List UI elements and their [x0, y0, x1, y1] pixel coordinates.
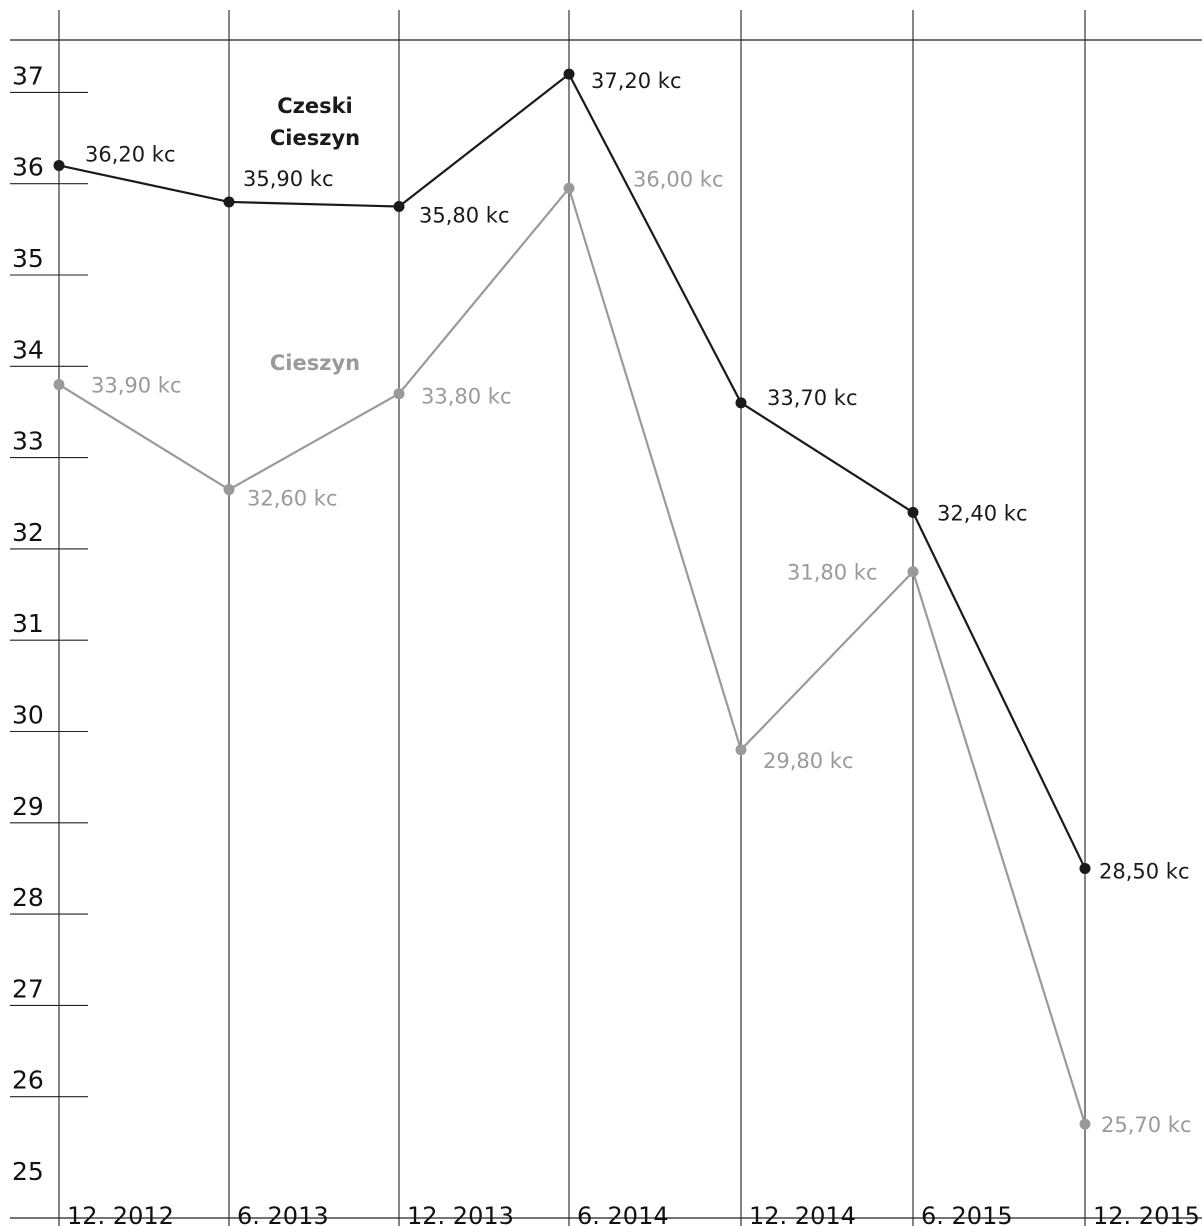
- x-tick-label-6: 12. 2015: [1093, 1202, 1200, 1226]
- labels-layer: 33,90 kc 32,60 kc 33,80 kc 36,00 kc 29,80 kc…: [85, 69, 1192, 1137]
- y-tick-label-35: 35: [12, 244, 44, 273]
- data-point-s0-4: [735, 397, 747, 409]
- series-name-label-0: Czeski Cieszyn: [270, 94, 360, 150]
- y-tick-label-30: 30: [12, 701, 44, 730]
- data-point-s1-1: [223, 484, 235, 496]
- y-tick-label-29: 29: [12, 792, 44, 821]
- y-tick-label-26: 26: [12, 1066, 44, 1095]
- x-tick-label-1: 6. 2013: [237, 1202, 329, 1226]
- x-tick-label-3: 6. 2014: [577, 1202, 669, 1226]
- data-point-s1-4: [735, 744, 747, 756]
- data-label-s1-3: 36,00 kc: [633, 167, 724, 191]
- y-tick-label-32: 32: [12, 518, 44, 547]
- x-tick-label-2: 12. 2013: [407, 1202, 514, 1226]
- data-point-s0-2: [393, 201, 405, 213]
- y-tick-label-28: 28: [12, 883, 44, 912]
- y-tick-label-25: 25: [12, 1157, 44, 1186]
- data-point-s0-1: [223, 196, 235, 208]
- data-label-s0-4: 33,70 kc: [767, 386, 858, 410]
- data-point-s1-5: [907, 566, 919, 578]
- y-axis: 25 26 27 28 29 30 31 32 33 34 35 36 37: [10, 61, 88, 1186]
- series-line-0: [58, 73, 1086, 869]
- x-axis: 12. 2012 6. 2013 12. 2013 6. 2014 12. 2014 6.…: [67, 1202, 1200, 1226]
- data-point-s0-5: [907, 506, 919, 518]
- data-label-s1-6: 25,70 kc: [1101, 1113, 1192, 1137]
- series-layer: [53, 68, 1091, 1130]
- series-name-line-1-0: Cieszyn: [270, 351, 360, 375]
- data-label-s0-5: 32,40 kc: [937, 501, 1028, 525]
- data-label-s1-0: 33,90 kc: [91, 374, 182, 398]
- y-tick-label-37: 37: [12, 61, 44, 90]
- data-point-s1-6: [1079, 1118, 1091, 1130]
- data-label-s1-1: 32,60 kc: [247, 487, 338, 511]
- x-tick-label-5: 6. 2015: [921, 1202, 1013, 1226]
- y-tick-label-27: 27: [12, 974, 44, 1003]
- data-label-s0-6: 28,50 kc: [1099, 859, 1190, 883]
- y-tick-label-34: 34: [12, 335, 44, 364]
- series-name-line-0-0: Czeski: [277, 94, 353, 118]
- data-point-s1-0: [53, 379, 65, 391]
- data-label-s0-3: 37,20 kc: [591, 69, 682, 93]
- x-tick-label-4: 12. 2014: [749, 1202, 856, 1226]
- y-tick-label-33: 33: [12, 427, 44, 456]
- data-point-s0-3: [563, 68, 575, 80]
- chart-grid: [10, 10, 1202, 1226]
- data-label-s1-2: 33,80 kc: [421, 385, 512, 409]
- data-label-s0-0: 36,20 kc: [85, 142, 176, 166]
- data-label-s0-1: 35,90 kc: [243, 167, 334, 191]
- series-line-1: [58, 187, 1087, 1125]
- data-point-s0-6: [1079, 862, 1091, 874]
- data-label-s1-4: 29,80 kc: [763, 749, 854, 773]
- data-point-s1-3: [563, 182, 575, 194]
- y-tick-label-36: 36: [12, 153, 44, 182]
- y-tick-label-31: 31: [12, 609, 44, 638]
- series-name-line-0-1: Cieszyn: [270, 126, 360, 150]
- series-name-label-1: Cieszyn: [270, 351, 360, 375]
- data-label-s1-5: 31,80 kc: [787, 561, 878, 585]
- x-tick-label-0: 12. 2012: [67, 1202, 174, 1226]
- data-point-s1-2: [393, 388, 405, 400]
- data-point-s0-0: [53, 159, 65, 171]
- data-label-s0-2: 35,80 kc: [419, 204, 510, 228]
